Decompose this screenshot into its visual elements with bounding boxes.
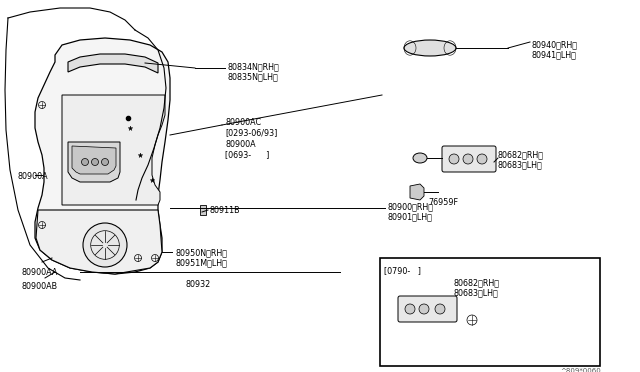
Polygon shape: [68, 142, 120, 182]
Polygon shape: [200, 205, 206, 215]
Circle shape: [102, 158, 109, 166]
Text: ^809*0060: ^809*0060: [560, 368, 601, 372]
Circle shape: [449, 154, 459, 164]
Polygon shape: [410, 184, 424, 200]
Text: 80940＜RH＞: 80940＜RH＞: [532, 40, 578, 49]
Circle shape: [92, 158, 99, 166]
Polygon shape: [72, 146, 116, 174]
Text: 80951M＜LH＞: 80951M＜LH＞: [175, 258, 227, 267]
Ellipse shape: [404, 40, 456, 56]
Polygon shape: [62, 95, 165, 205]
Text: 80682＜RH＞: 80682＜RH＞: [498, 150, 544, 159]
Circle shape: [405, 304, 415, 314]
FancyBboxPatch shape: [442, 146, 496, 172]
Circle shape: [83, 223, 127, 267]
Text: 80932: 80932: [185, 280, 211, 289]
Text: [0790-   ]: [0790- ]: [384, 266, 421, 275]
Polygon shape: [36, 210, 162, 274]
Text: 80900AA: 80900AA: [22, 268, 58, 277]
Text: 80900AB: 80900AB: [22, 282, 58, 291]
Circle shape: [419, 304, 429, 314]
Text: [0693-      ]: [0693- ]: [225, 150, 269, 159]
Text: 80950N＜RH＞: 80950N＜RH＞: [175, 248, 227, 257]
Ellipse shape: [413, 153, 427, 163]
Text: 80900A: 80900A: [18, 172, 49, 181]
Text: 80900A: 80900A: [225, 140, 255, 149]
Text: 80941＜LH＞: 80941＜LH＞: [532, 50, 577, 59]
Text: 80901＜LH＞: 80901＜LH＞: [387, 212, 432, 221]
Circle shape: [463, 154, 473, 164]
FancyBboxPatch shape: [398, 296, 457, 322]
Text: 80682＜RH＞: 80682＜RH＞: [453, 278, 499, 287]
Bar: [380, 258, 600, 366]
Text: 80835N＜LH＞: 80835N＜LH＞: [227, 72, 278, 81]
Polygon shape: [68, 54, 158, 73]
Text: 80834N＜RH＞: 80834N＜RH＞: [227, 62, 279, 71]
Text: 76959F: 76959F: [428, 198, 458, 207]
Polygon shape: [35, 38, 170, 274]
Circle shape: [81, 158, 88, 166]
Text: 80683＜LH＞: 80683＜LH＞: [453, 288, 498, 297]
Circle shape: [435, 304, 445, 314]
Text: 80900AC: 80900AC: [225, 118, 261, 127]
Text: 80900＜RH＞: 80900＜RH＞: [387, 202, 433, 211]
Text: 80911B: 80911B: [210, 206, 241, 215]
Text: 80683＜LH＞: 80683＜LH＞: [498, 160, 543, 169]
Text: [0293-06/93]: [0293-06/93]: [225, 128, 277, 137]
Circle shape: [477, 154, 487, 164]
